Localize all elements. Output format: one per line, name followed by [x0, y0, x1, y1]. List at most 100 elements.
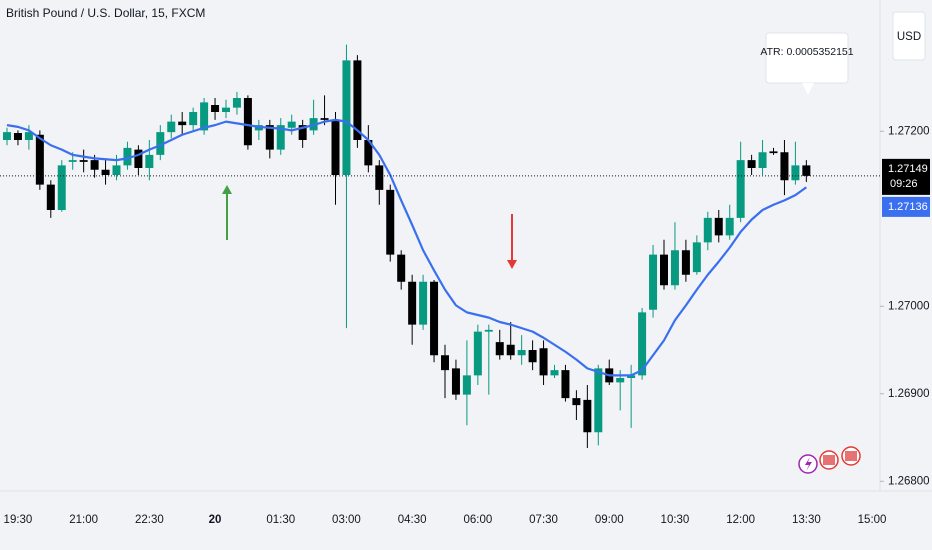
candle-body: [364, 140, 373, 166]
candle-body: [397, 254, 406, 282]
candle-body: [539, 348, 548, 376]
candle-body: [342, 60, 351, 175]
candle-body: [451, 368, 460, 395]
candle-body: [506, 344, 515, 356]
event-icon-flag: [823, 455, 835, 465]
candle-body: [57, 165, 66, 210]
candle-body: [660, 254, 668, 286]
candle-body: [211, 105, 220, 112]
candle-body: [670, 250, 679, 286]
atr-label: ATR: 0.0005352151: [760, 46, 853, 58]
x-tick-label: 04:30: [398, 514, 427, 526]
price-tag-label: 1.27149: [888, 163, 928, 175]
candle-body: [134, 149, 143, 168]
atr-box: [765, 32, 849, 84]
currency-button[interactable]: [892, 11, 926, 61]
x-tick-label: 10:30: [661, 514, 690, 526]
x-tick-label: 19:30: [4, 514, 33, 526]
candle-body: [320, 118, 329, 120]
candle-body: [517, 350, 526, 356]
x-tick-label: 09:00: [595, 514, 624, 526]
x-tick-label: 01:30: [266, 514, 295, 526]
candle-body: [408, 281, 417, 325]
candle-body: [627, 375, 636, 378]
candle-body: [473, 331, 482, 376]
signal-arrows: [222, 185, 517, 269]
y-tick-label: 1.27200: [888, 125, 930, 137]
x-tick-label: 06:00: [463, 514, 492, 526]
x-tick-label: 13:30: [792, 514, 821, 526]
candle-body: [419, 281, 428, 325]
candle-body: [46, 184, 55, 210]
candle-body: [24, 132, 33, 140]
candle-body: [681, 250, 690, 275]
candle-body: [802, 165, 811, 176]
candle-body: [298, 125, 307, 140]
candle-body: [736, 160, 745, 218]
sell-arrow-head: [507, 260, 517, 269]
candle-body: [638, 312, 647, 376]
candle-body: [167, 121, 176, 133]
moving-average-line: [6, 118, 807, 377]
candle-body: [353, 60, 362, 140]
candle-body: [145, 154, 154, 168]
candle-body: [232, 98, 241, 108]
candle-body: [714, 217, 723, 236]
candle-body: [276, 125, 285, 150]
y-tick-label: 1.26900: [888, 388, 930, 400]
candle-body: [68, 160, 77, 162]
candle-body: [780, 152, 789, 181]
candle-body: [649, 254, 658, 310]
candle-body: [156, 132, 165, 155]
candle-body: [101, 169, 110, 175]
candle-body: [758, 152, 767, 168]
x-tick-label: 12:00: [726, 514, 755, 526]
candle-body: [265, 125, 274, 150]
x-tick-label: 15:00: [858, 514, 887, 526]
candle-body: [123, 147, 132, 166]
event-icon-flag: [845, 451, 857, 461]
candle-body: [441, 355, 449, 371]
candle-body: [495, 342, 504, 356]
currency-label: USD: [897, 31, 921, 43]
candle-body: [528, 350, 537, 363]
candle-body: [178, 121, 187, 126]
candle-body: [594, 368, 603, 433]
event-icons: [798, 446, 861, 474]
x-tick-label: 21:00: [69, 514, 98, 526]
candle-body: [430, 281, 439, 356]
candle-body: [200, 102, 209, 131]
candle-body: [90, 160, 99, 170]
ma-tag-label: 1.27136: [888, 201, 928, 213]
countdown-label: 09:26: [890, 178, 918, 190]
price-tag: [882, 158, 930, 195]
candle-body: [769, 151, 778, 154]
candle-body: [35, 134, 44, 185]
candle-body: [572, 398, 581, 406]
candle-body: [287, 121, 296, 128]
candle-body: [583, 399, 592, 433]
y-tick-label: 1.26800: [888, 475, 930, 487]
candle-body: [331, 119, 340, 175]
candle-body: [189, 112, 198, 126]
candle-body: [462, 375, 471, 395]
x-tick-label: 20: [209, 514, 222, 526]
candle-body: [791, 165, 800, 181]
candle-body: [375, 165, 384, 190]
atr-pointer: [802, 83, 814, 95]
atr-callout: ATR: 0.0005352151: [760, 32, 854, 95]
candle-body: [747, 160, 756, 168]
candle-body: [703, 217, 712, 243]
candle-body: [13, 133, 22, 140]
candle-body: [561, 370, 570, 399]
x-tick-label: 03:00: [332, 514, 361, 526]
candle-body: [3, 132, 11, 140]
candle-body: [222, 107, 230, 112]
candle-body: [112, 165, 121, 175]
y-tick-label: 1.27000: [888, 300, 930, 312]
candle-body: [616, 378, 625, 383]
chart-title: British Pound / U.S. Dollar, 15, FXCM: [6, 6, 205, 20]
candle-body: [725, 217, 734, 236]
